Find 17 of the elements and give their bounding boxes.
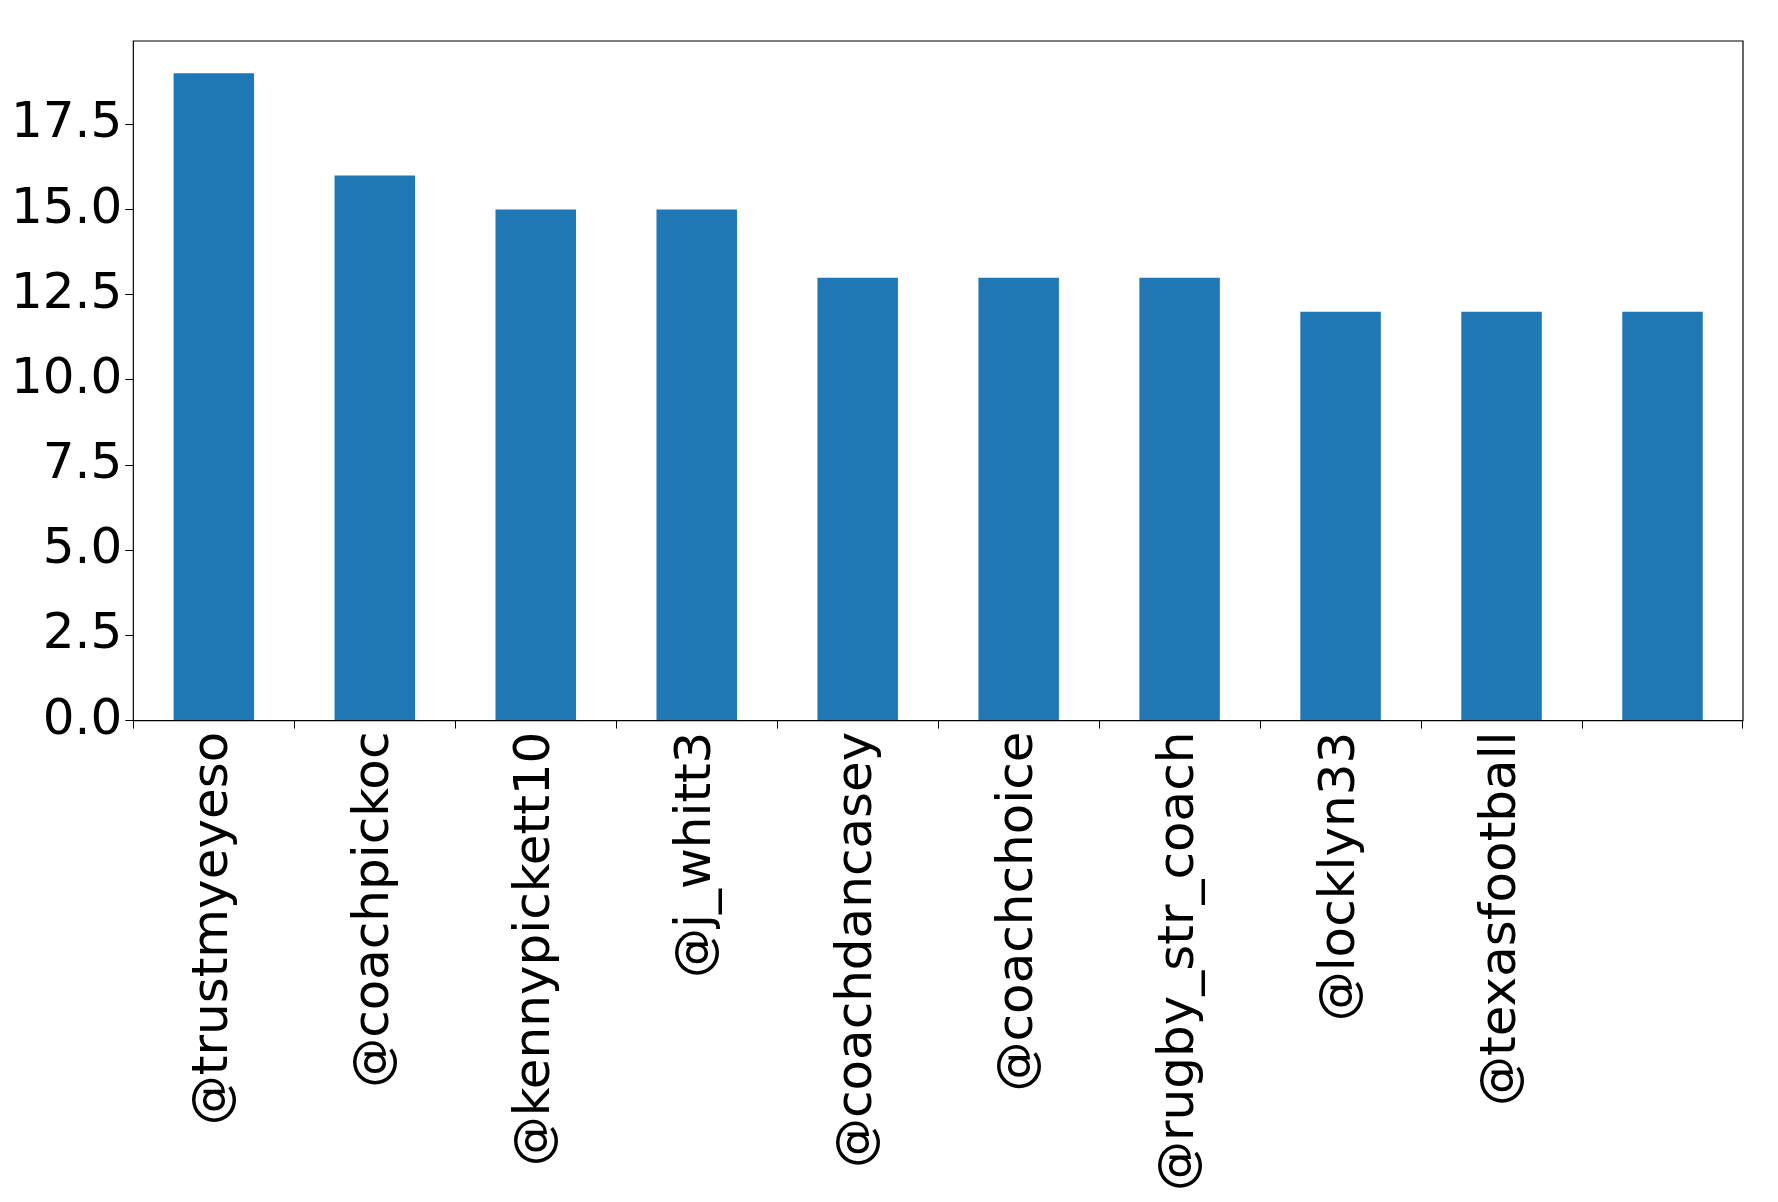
y-tick-label: 10.0 <box>11 346 123 405</box>
y-tick-label: 0.0 <box>42 687 123 746</box>
x-tick-label: @texasfootball <box>1468 731 1527 1106</box>
y-tick-label: 17.5 <box>11 91 123 150</box>
y-tick-label: 12.5 <box>11 261 123 320</box>
x-tick-label: @coachchoice <box>985 731 1044 1092</box>
x-tick-label: @coachpickoc <box>341 731 400 1088</box>
y-tick-label: 15.0 <box>11 176 123 235</box>
x-tick-label: @coachdancasey <box>824 731 883 1169</box>
x-tick-label: @kennypickett10 <box>502 731 561 1167</box>
x-tick-label: @locklyn33 <box>1307 731 1366 1022</box>
x-tick-label: @trustmyeyeso <box>180 731 239 1126</box>
y-tick-label: 2.5 <box>42 602 123 661</box>
x-tick-label: @j_whitt3 <box>663 731 722 978</box>
y-tick-label: 5.0 <box>42 517 123 576</box>
y-tick-label: 7.5 <box>42 432 123 491</box>
x-tick-label: @rugby_str_coach <box>1146 731 1205 1192</box>
